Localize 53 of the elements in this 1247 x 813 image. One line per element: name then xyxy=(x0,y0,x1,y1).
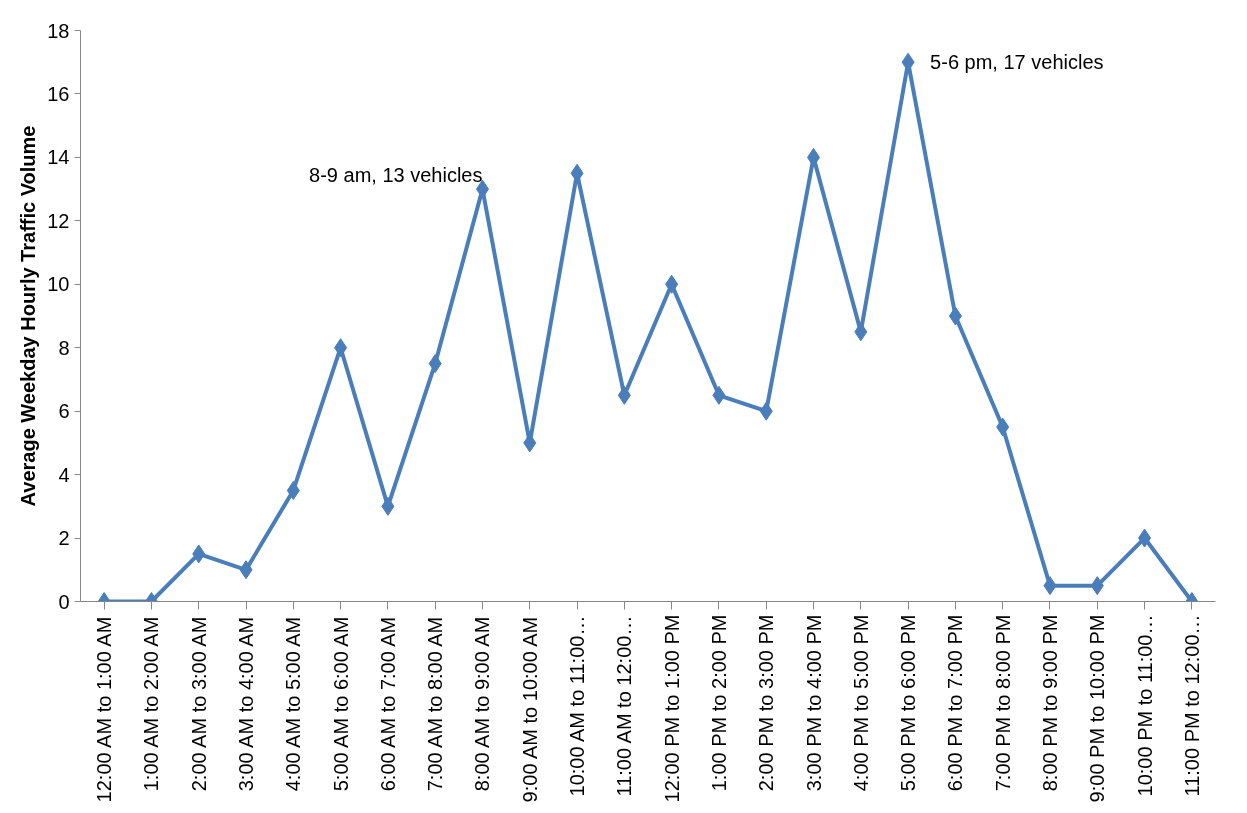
point xyxy=(665,274,679,294)
x-tick-label: 6:00 AM to 7:00 AM xyxy=(376,616,399,792)
point xyxy=(428,354,442,374)
x-tick-label: 9:00 PM to 10:00 PM xyxy=(1086,614,1109,803)
x-tick-label: 3:00 AM to 4:00 AM xyxy=(235,616,258,792)
point xyxy=(1090,576,1104,596)
point xyxy=(996,417,1010,437)
point xyxy=(1043,576,1057,596)
x-tick-label: 11:00 AM to 12:00… xyxy=(613,615,636,797)
y-axis-title: Average Weekday Hourly Traffic Volume xyxy=(17,125,40,507)
y-tick-label: 14 xyxy=(47,146,70,169)
x-tick-label: 11:00 PM to 12:00… xyxy=(1180,614,1203,797)
y-tick-label: 18 xyxy=(47,19,70,42)
x-tick-label: 8:00 AM to 9:00 AM xyxy=(471,616,494,792)
annotation: 5-6 pm, 17 vehicles xyxy=(930,51,1104,74)
point xyxy=(948,306,962,326)
y-tick-label: 16 xyxy=(47,82,70,105)
x-tick-label: 4:00 PM to 5:00 PM xyxy=(849,614,872,792)
y-tick-label: 8 xyxy=(58,336,70,359)
point xyxy=(239,560,253,580)
x-tick-label: 1:00 AM to 2:00 AM xyxy=(140,616,163,792)
y-tick-label: 6 xyxy=(58,400,70,423)
x-tick-label: 2:00 PM to 3:00 PM xyxy=(755,614,778,792)
point xyxy=(1138,528,1152,548)
x-tick-label: 4:00 AM to 5:00 AM xyxy=(282,616,305,792)
x-tick-label: 5:00 PM to 6:00 PM xyxy=(897,614,920,792)
point xyxy=(192,544,206,564)
x-tick-label: 7:00 AM to 8:00 AM xyxy=(424,616,447,792)
annotation: 8-9 am, 13 vehicles xyxy=(309,164,483,187)
x-tick-label: 1:00 PM to 2:00 PM xyxy=(707,614,730,792)
point xyxy=(712,385,726,405)
x-tick-label: 6:00 PM to 7:00 PM xyxy=(944,614,967,792)
point xyxy=(617,385,631,405)
x-tick-label: 12:00 AM to 1:00 AM xyxy=(93,616,116,803)
point xyxy=(286,480,300,500)
point xyxy=(759,401,773,421)
y-tick-label: 4 xyxy=(58,463,70,486)
x-tick-label: 10:00 AM to 11:00… xyxy=(566,615,589,797)
x-tick-label: 2:00 AM to 3:00 AM xyxy=(187,616,210,792)
y-tick-label: 12 xyxy=(47,209,70,232)
y-tick-label: 0 xyxy=(58,590,70,613)
x-tick-label: 9:00 AM to 10:00 AM xyxy=(518,616,541,803)
x-tick-label: 7:00 PM to 8:00 PM xyxy=(991,614,1014,792)
x-tick-label: 10:00 PM to 11:00… xyxy=(1133,614,1156,797)
y-tick-label: 10 xyxy=(47,273,70,296)
point xyxy=(807,147,821,167)
x-tick-label: 12:00 PM to 1:00 PM xyxy=(660,614,683,803)
y-tick-label: 2 xyxy=(58,527,70,550)
point xyxy=(381,496,395,516)
x-tick-label: 3:00 PM to 4:00 PM xyxy=(802,614,825,792)
point xyxy=(334,338,348,358)
x-tick-label: 8:00 PM to 9:00 PM xyxy=(1038,614,1061,792)
x-tick-label: 5:00 AM to 6:00 AM xyxy=(329,616,352,792)
